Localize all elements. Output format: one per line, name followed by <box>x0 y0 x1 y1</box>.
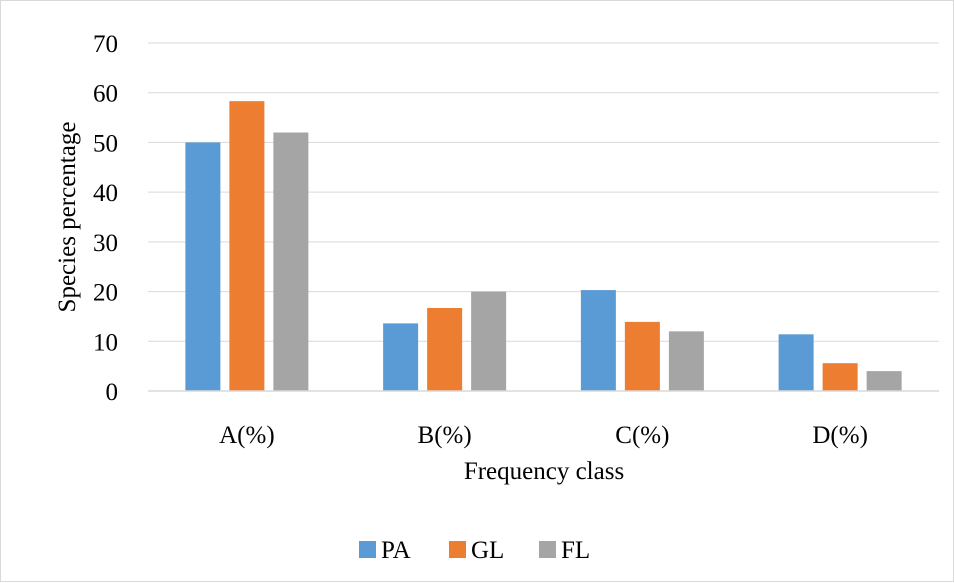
legend-label-fl: FL <box>561 537 590 564</box>
bar-gl-3 <box>822 363 858 391</box>
x-tick-label: A(%) <box>219 422 275 449</box>
y-tick-label: 0 <box>106 379 119 406</box>
bar-gl-0 <box>229 101 265 391</box>
y-axis-ticks: 0 10 20 30 40 50 60 70 <box>93 31 118 406</box>
y-tick-label: 30 <box>93 230 118 257</box>
y-tick-label: 10 <box>93 329 118 356</box>
bar-pa-3 <box>778 334 814 391</box>
x-tick-label: B(%) <box>418 422 472 449</box>
x-axis-title: Frequency class <box>464 458 624 485</box>
bar-fl-3 <box>866 371 902 391</box>
bar-fl-1 <box>471 291 507 391</box>
bar-fl-2 <box>668 331 704 391</box>
y-axis-title: Species percentage <box>54 122 81 313</box>
y-tick-label: 50 <box>93 130 118 157</box>
bar-pa-1 <box>383 323 419 391</box>
bar-pa-2 <box>580 290 616 391</box>
legend-label-pa: PA <box>381 537 411 564</box>
bar-fl-0 <box>273 132 309 391</box>
x-tick-label: C(%) <box>615 422 669 449</box>
legend-swatch-gl <box>449 541 466 558</box>
legend-label-gl: GL <box>471 537 504 564</box>
gridlines <box>148 42 939 342</box>
legend-swatch-fl <box>539 541 556 558</box>
y-tick-label: 20 <box>93 280 118 307</box>
x-axis-ticks: A(%) B(%) C(%) D(%) <box>219 422 868 449</box>
y-tick-label: 40 <box>93 180 118 207</box>
bar-pa-0 <box>185 142 221 391</box>
bar-gl-2 <box>624 321 660 391</box>
legend-swatch-pa <box>359 541 376 558</box>
legend: PA GL FL <box>359 537 590 564</box>
y-tick-label: 70 <box>93 31 118 58</box>
bar-gl-1 <box>427 307 463 391</box>
x-tick-label: D(%) <box>812 422 868 449</box>
y-tick-label: 60 <box>93 81 118 108</box>
bars <box>185 101 902 391</box>
